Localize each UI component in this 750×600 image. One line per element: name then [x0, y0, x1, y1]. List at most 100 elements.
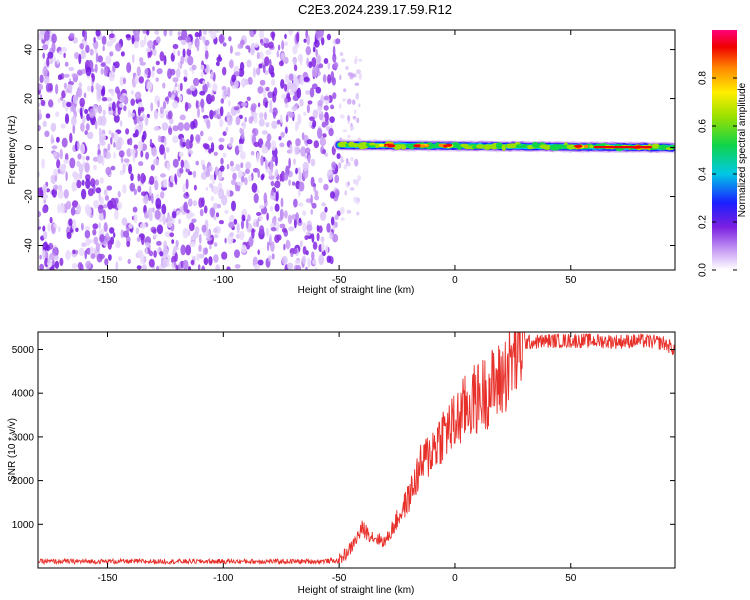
noise-blob — [95, 242, 101, 252]
noise-blob — [234, 249, 240, 258]
signal-blob — [501, 144, 506, 151]
noise-blob — [349, 187, 355, 191]
signal-peak — [446, 143, 453, 147]
noise-blob — [97, 104, 102, 114]
noise-blob — [151, 193, 154, 204]
noise-blob — [345, 66, 349, 70]
noise-blob — [106, 185, 113, 191]
noise-blob — [148, 250, 154, 257]
noise-blob — [202, 143, 208, 149]
noise-blob — [269, 58, 272, 70]
noise-blob — [311, 83, 318, 90]
noise-blob — [265, 122, 270, 128]
noise-blob — [117, 107, 121, 115]
noise-blob — [306, 34, 310, 46]
noise-blob — [192, 200, 197, 207]
noise-blob — [260, 155, 264, 166]
noise-blob — [163, 55, 167, 66]
noise-blob — [273, 215, 277, 221]
noise-blob — [245, 161, 252, 170]
noise-blob — [192, 170, 197, 178]
snr-plot — [38, 332, 675, 566]
noise-blob — [172, 125, 179, 132]
noise-blob — [210, 31, 217, 40]
noise-blob — [257, 86, 264, 94]
noise-blob — [152, 66, 155, 72]
noise-blob — [177, 61, 181, 69]
noise-blob — [297, 53, 304, 63]
noise-blob — [192, 231, 199, 239]
noise-blob — [178, 218, 182, 225]
noise-blob — [170, 174, 175, 184]
noise-blob — [140, 106, 145, 112]
noise-blob — [347, 181, 350, 186]
x-tick-label: -150 — [97, 573, 117, 584]
noise-blob — [354, 158, 359, 167]
noise-blob — [141, 264, 147, 270]
noise-blob — [133, 114, 138, 125]
noise-blob — [340, 58, 346, 63]
noise-blob — [185, 168, 190, 173]
noise-blob — [172, 77, 179, 83]
noise-blob — [304, 235, 309, 241]
noise-blob — [155, 77, 159, 82]
spectrogram-xlabel: Height of straight line (km) — [298, 285, 415, 296]
y-tick-label: 40 — [24, 44, 35, 56]
noise-blob — [162, 100, 167, 110]
snr-xlabel: Height of straight line (km) — [298, 585, 415, 596]
noise-blob — [109, 51, 114, 57]
noise-blob — [306, 231, 311, 236]
noise-blob — [94, 63, 98, 73]
noise-blob — [162, 248, 169, 256]
noise-blob — [253, 221, 257, 228]
noise-blob — [199, 208, 204, 217]
signal-blob — [670, 144, 675, 149]
noise-blob — [269, 99, 273, 110]
noise-blob — [254, 264, 260, 270]
noise-blob — [343, 88, 347, 92]
noise-blob — [134, 129, 139, 138]
noise-blob — [57, 74, 63, 81]
noise-blob — [167, 91, 172, 98]
noise-blob — [105, 55, 112, 65]
noise-blob — [99, 233, 105, 243]
noise-blob — [275, 168, 279, 177]
noise-blob — [78, 247, 85, 257]
noise-blob — [85, 44, 90, 54]
noise-blob — [72, 171, 78, 178]
noise-blob — [108, 70, 115, 82]
noise-blob — [162, 82, 166, 89]
noise-blob — [132, 54, 135, 63]
noise-blob — [303, 111, 307, 117]
noise-blob — [161, 122, 169, 131]
noise-blob — [310, 194, 313, 206]
noise-blob — [284, 103, 289, 109]
noise-blob — [173, 85, 177, 94]
noise-blob — [82, 155, 85, 161]
noise-blob — [270, 227, 277, 232]
signal-blob — [542, 144, 552, 150]
noise-blob — [149, 138, 153, 146]
noise-blob — [259, 30, 264, 40]
noise-blob — [131, 34, 135, 45]
noise-blob — [169, 117, 174, 125]
noise-blob — [279, 173, 283, 182]
noise-blob — [45, 113, 51, 119]
noise-blob — [169, 182, 174, 188]
noise-blob — [74, 250, 79, 255]
noise-blob — [38, 210, 42, 218]
noise-blob — [195, 160, 199, 166]
noise-blob — [234, 145, 240, 156]
noise-blob — [200, 64, 205, 71]
noise-blob — [321, 37, 325, 46]
noise-blob — [82, 115, 86, 124]
signal-blob — [400, 144, 407, 150]
noise-blob — [327, 62, 331, 70]
noise-blob — [113, 232, 116, 239]
noise-blob — [60, 204, 65, 214]
signal-blob — [566, 144, 576, 150]
noise-blob — [219, 106, 224, 117]
noise-blob — [38, 33, 42, 41]
noise-blob — [253, 193, 259, 204]
noise-blob — [180, 137, 183, 147]
